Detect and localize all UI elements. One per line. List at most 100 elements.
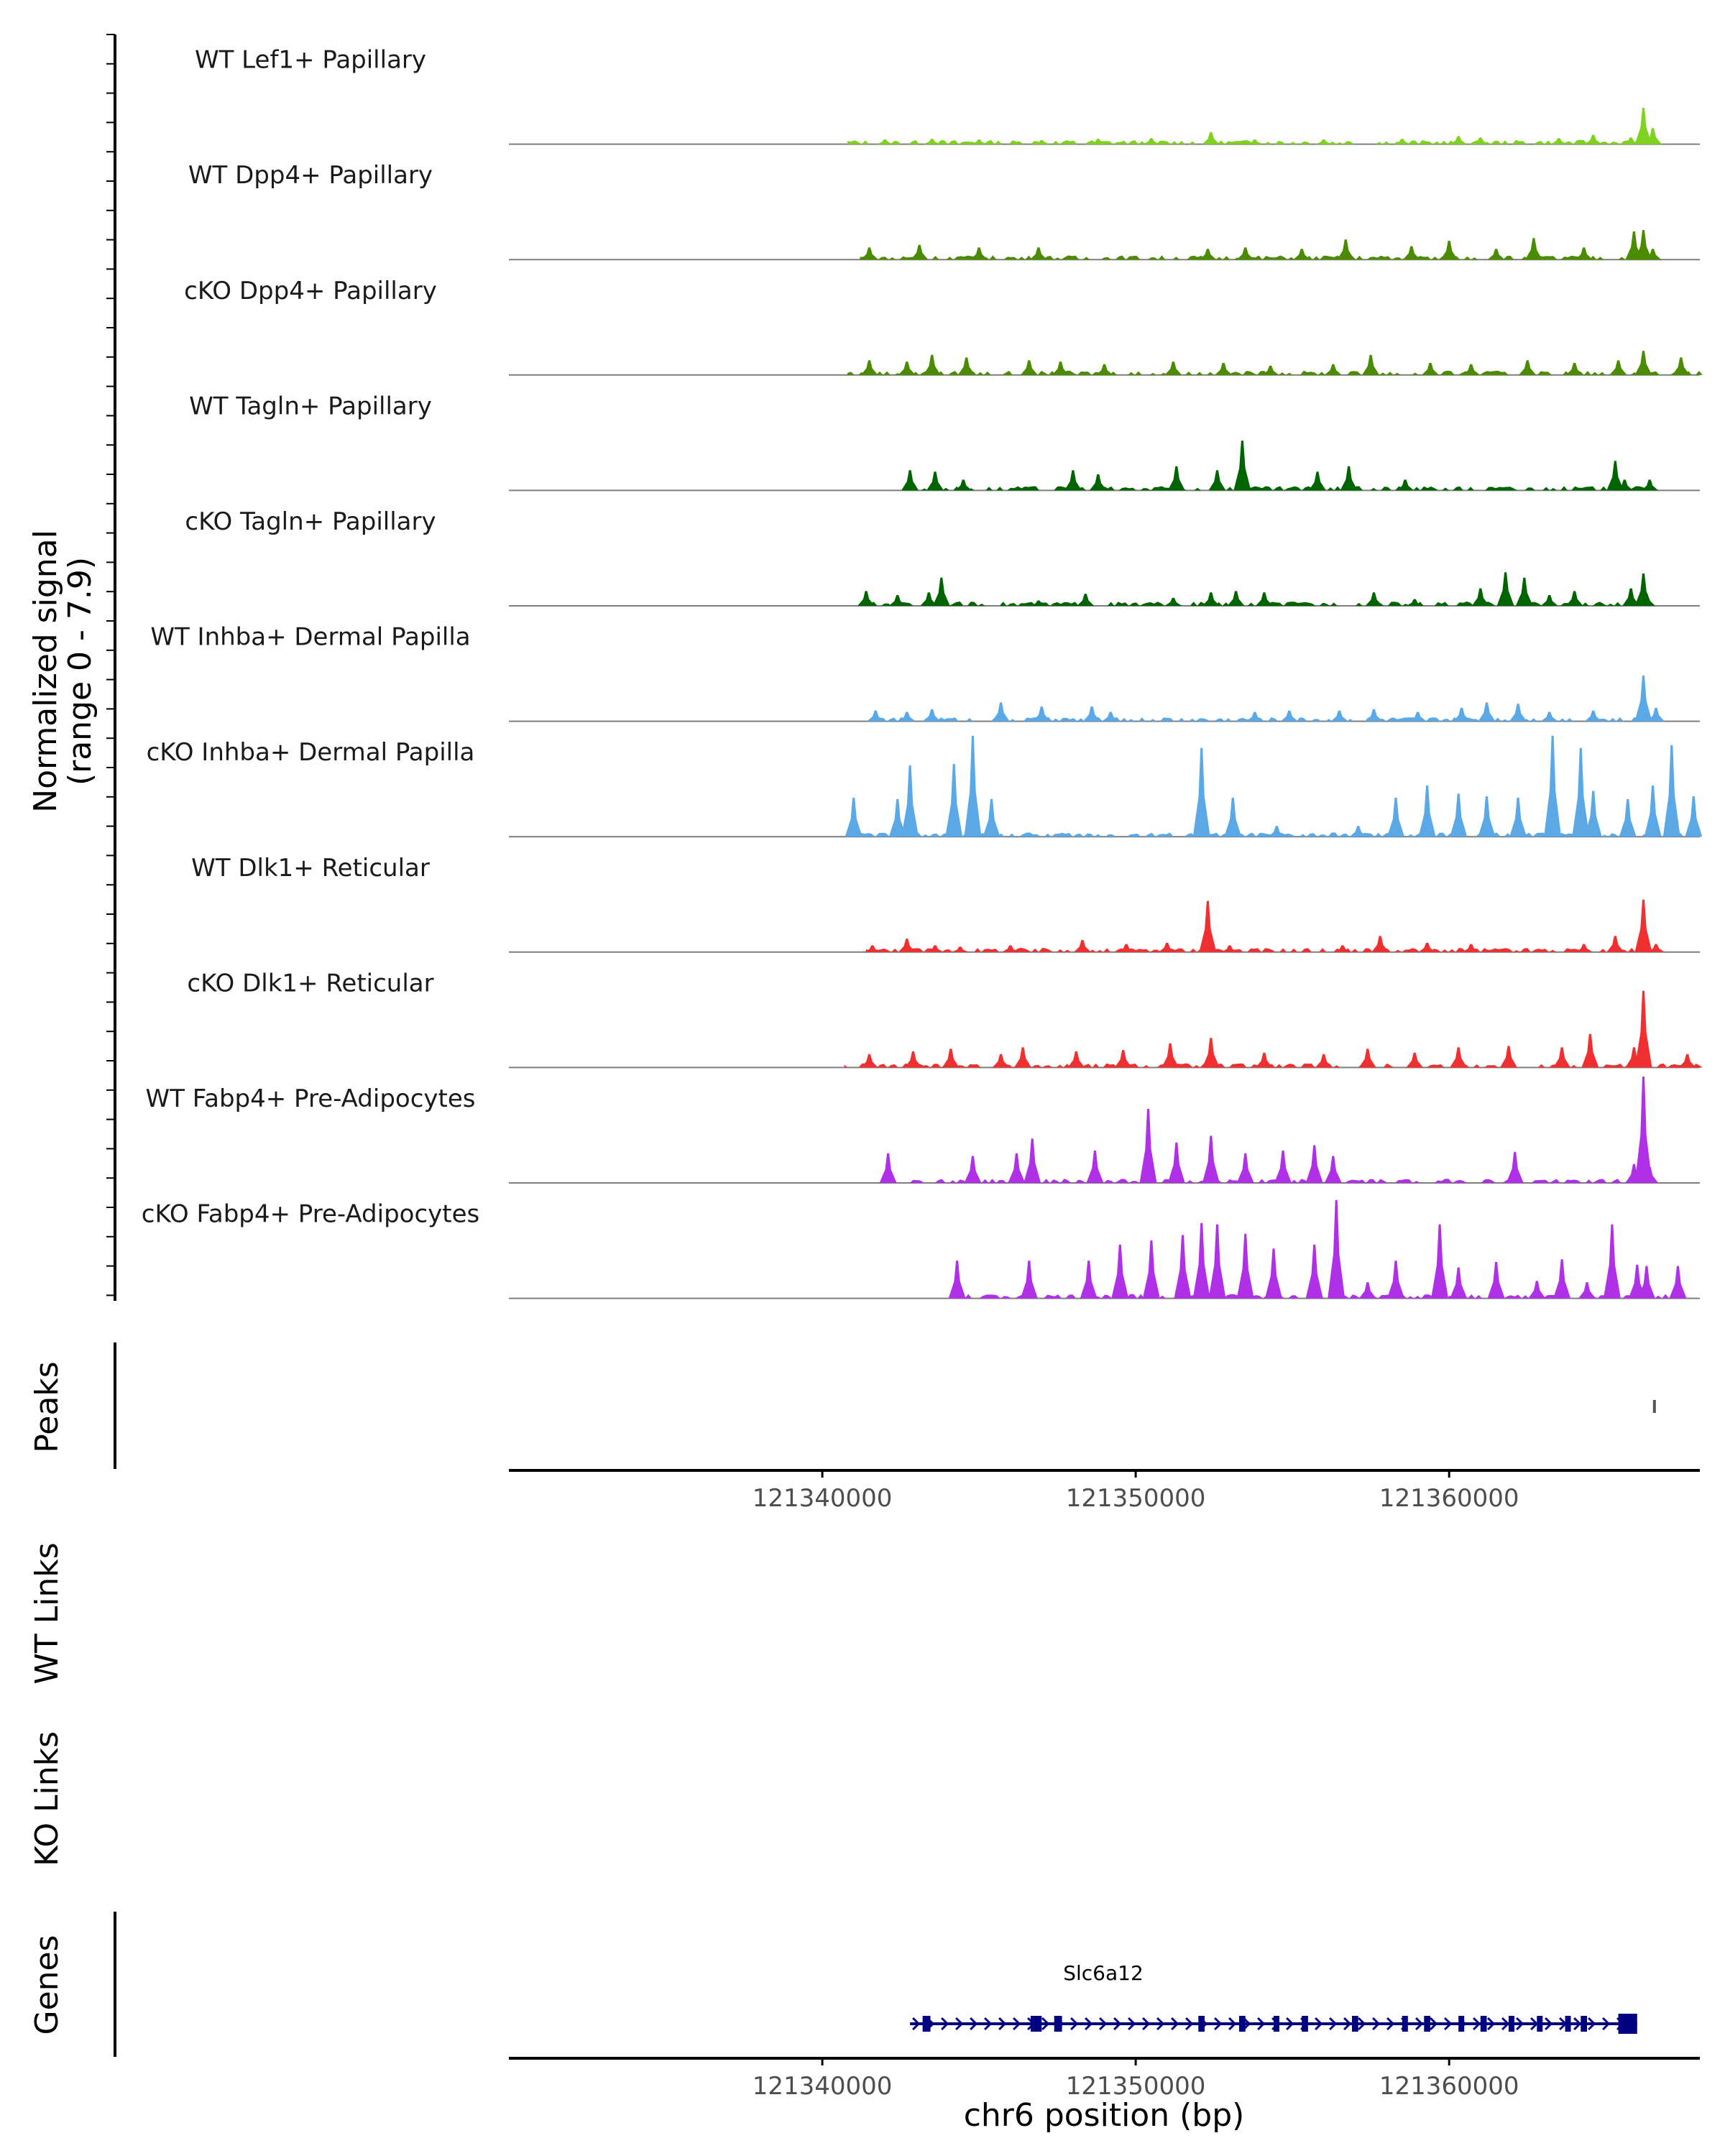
coverage-peak <box>1387 1261 1404 1299</box>
coverage-peak <box>1462 364 1480 375</box>
gene-exon <box>1274 2016 1279 2032</box>
coverage-peak <box>1083 706 1101 722</box>
x-tick-label: 121350000 <box>1066 1484 1206 1513</box>
coverage-peak <box>1192 747 1210 837</box>
coverage-peak <box>970 139 988 144</box>
coverage-peak <box>1575 247 1593 260</box>
coverage-peak <box>1358 1282 1376 1299</box>
coverage-peak <box>1236 1153 1254 1183</box>
coverage-peak <box>1387 797 1404 837</box>
coverage-peak <box>879 1153 897 1183</box>
coverage-peak <box>992 1054 1010 1068</box>
coverage-peak <box>1478 796 1496 837</box>
coverage-peak <box>1544 735 1562 837</box>
track-label: cKO Dpp4+ Papillary <box>184 277 437 305</box>
coverage-peak <box>1462 944 1480 952</box>
coverage-peak <box>1634 1077 1652 1183</box>
coverage-peak <box>901 470 919 491</box>
coverage-peak <box>898 939 916 952</box>
strand-arrow <box>1573 2017 1582 2031</box>
strand-arrow <box>1343 2017 1352 2031</box>
coverage-peak <box>1528 1281 1546 1299</box>
x-ticks-bottom: 121340000 121350000 121360000 <box>753 2058 1519 2101</box>
gene-exon <box>1565 2016 1571 2032</box>
coverage-peak <box>1208 1224 1226 1299</box>
coverage-peak <box>1114 1050 1132 1068</box>
strand-arrow <box>1142 2017 1151 2031</box>
ko-links-label: KO Links <box>29 1731 65 1866</box>
coverage-peak <box>1305 1244 1323 1299</box>
gene-exon <box>1480 2016 1487 2032</box>
track-label: cKO Tagln+ Papillary <box>185 507 436 536</box>
coverage-peak <box>1644 128 1662 144</box>
coverage-peak <box>948 1261 966 1299</box>
strand-arrow <box>1444 2017 1453 2031</box>
coverage-peak <box>888 798 906 837</box>
coverage-peak <box>1450 1047 1468 1068</box>
coverage-peak <box>923 354 941 375</box>
track-label: cKO Dlk1+ Reticular <box>187 969 433 998</box>
coverage-peak <box>1506 1151 1524 1183</box>
coverage-peak <box>867 710 885 722</box>
coverage-peak <box>1565 591 1583 606</box>
coverage-peak <box>1167 1142 1185 1183</box>
coverage-peak <box>1453 707 1471 722</box>
coverage-peak <box>1500 1046 1517 1068</box>
track-2: cKO Dpp4+ Papillary <box>184 277 1706 376</box>
coverage-peak <box>863 945 881 952</box>
coverage-peak <box>1158 942 1176 952</box>
coverage-peak <box>1634 351 1652 375</box>
coverage-peak <box>1478 702 1496 722</box>
strand-arrow <box>1315 2017 1323 2031</box>
coverage-peak <box>1255 592 1273 606</box>
coverage-peak <box>942 1049 960 1068</box>
gene-exon <box>1581 2016 1587 2032</box>
track-label: WT Lef1+ Papillary <box>195 46 426 75</box>
coverage-peak <box>1080 1261 1098 1299</box>
coverage-peak <box>1471 137 1489 144</box>
coverage-peak <box>1167 466 1185 491</box>
strand-arrow <box>1329 2017 1338 2031</box>
coverage-peak <box>957 357 975 375</box>
strand-arrow <box>1243 2017 1251 2031</box>
strand-arrow <box>1516 2017 1524 2031</box>
strand-arrow <box>1530 2017 1539 2031</box>
coverage-peak <box>1450 136 1468 144</box>
strand-arrow <box>1113 2017 1122 2031</box>
strand-arrow <box>941 2017 949 2031</box>
strand-arrow <box>1545 2017 1553 2031</box>
strand-arrow <box>1085 2017 1093 2031</box>
coverage-peak <box>1572 747 1590 837</box>
coverage-peak <box>1540 595 1558 606</box>
coverage-peak <box>1089 139 1107 144</box>
coverage-peak <box>1246 139 1264 144</box>
coverage-peak <box>1020 1261 1038 1299</box>
coverage-peak <box>1293 249 1311 260</box>
gene-exon <box>1302 2016 1308 2032</box>
coverage-peak <box>888 595 906 606</box>
coverage-peak <box>898 711 916 722</box>
coverage-peak <box>1029 247 1047 260</box>
track-7: WT Dlk1+ Reticular <box>191 854 1700 953</box>
coverage-peak <box>964 1156 982 1183</box>
coverage-peak <box>1362 354 1380 375</box>
strand-arrow <box>1386 2017 1395 2031</box>
coverage-peak <box>1606 936 1624 952</box>
strand-arrow <box>1070 2017 1079 2031</box>
x-tick-label: 121340000 <box>753 2072 893 2101</box>
coverage-peak <box>845 797 862 837</box>
coverage-peak <box>1324 364 1342 375</box>
strand-arrow <box>1257 2017 1266 2031</box>
x-tick-label: 121350000 <box>1066 2072 1206 2101</box>
coverage-peak <box>1008 1153 1026 1183</box>
coverage-peak <box>1418 942 1436 952</box>
coverage-peak <box>1606 461 1624 491</box>
coverage-peak <box>1581 1033 1599 1068</box>
coverage-peak <box>1224 797 1242 837</box>
gene-exon <box>1537 2016 1543 2032</box>
gene-exon <box>1352 2016 1358 2032</box>
coverage-peak <box>1077 594 1095 606</box>
coverage-peak <box>1578 1282 1596 1299</box>
coverage-peak <box>898 361 916 375</box>
coverage-peak <box>1215 362 1233 375</box>
